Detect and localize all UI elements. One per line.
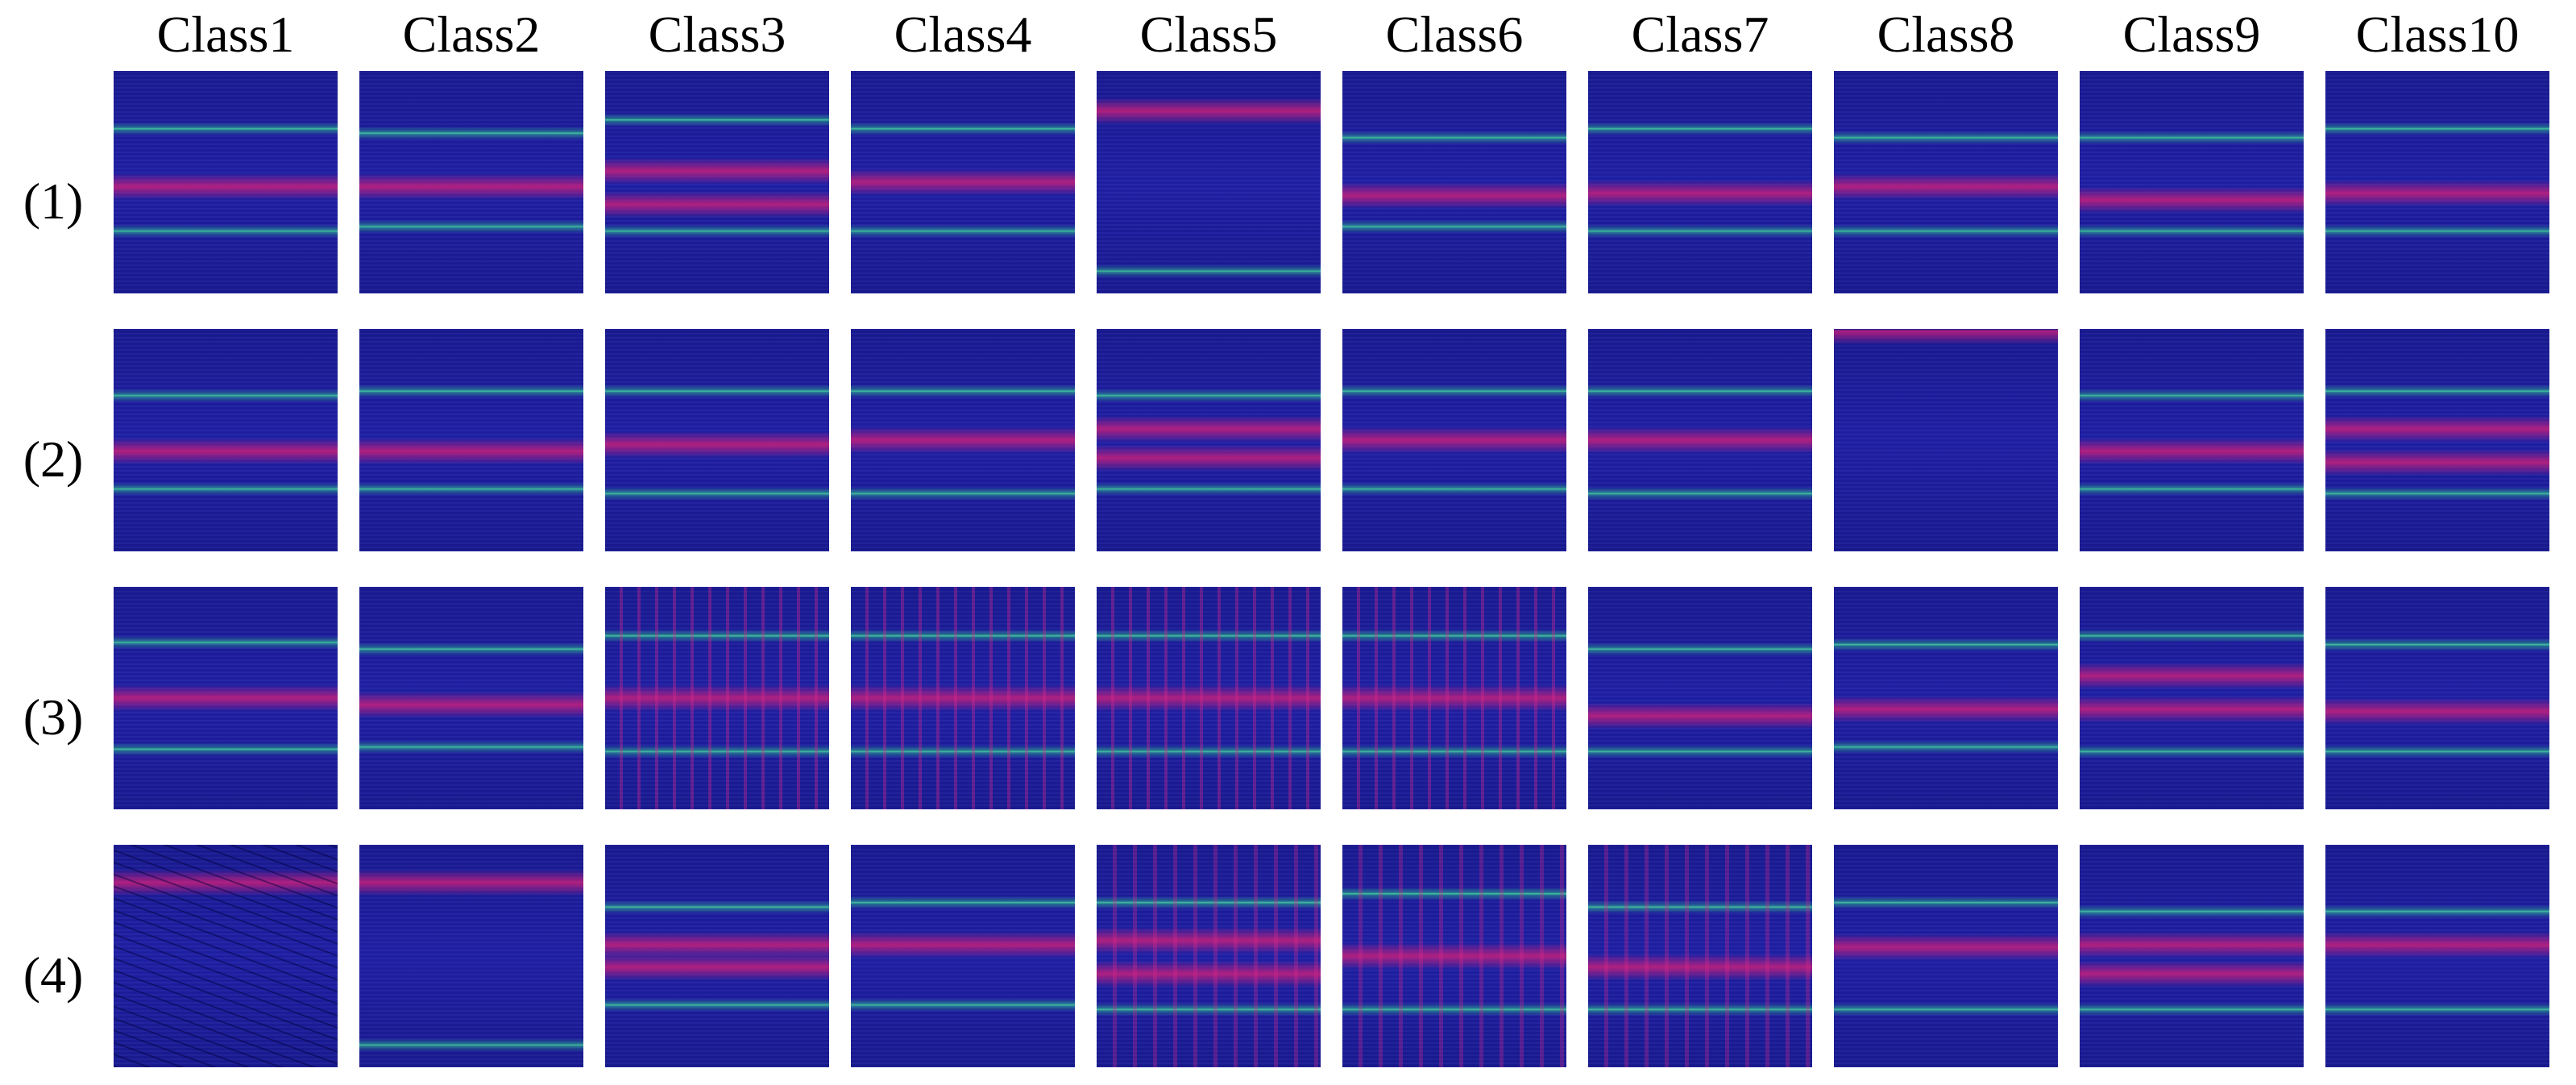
column-header-class8: Class8 xyxy=(1877,6,2015,63)
spectrogram-tile-r2-class4 xyxy=(851,329,1075,551)
spectrogram-tile-r3-class2 xyxy=(359,587,583,809)
spectrogram-tile-r2-class6 xyxy=(1342,329,1566,551)
spectrogram-tile-r2-class9 xyxy=(2080,329,2304,551)
column-header-class1: Class1 xyxy=(156,6,295,63)
column-header-class6: Class6 xyxy=(1385,6,1524,63)
spectrogram-tile-r4-class5 xyxy=(1097,845,1321,1067)
spectrogram-tile-r3-class1 xyxy=(114,587,338,809)
column-header-class2: Class2 xyxy=(402,6,541,63)
spectrogram-tile-r4-class2 xyxy=(359,845,583,1067)
spectrogram-tile-r4-class8 xyxy=(1834,845,2058,1067)
spectrogram-tile-r2-class10 xyxy=(2325,329,2549,551)
row-label-4: (4) xyxy=(23,946,84,1004)
spectrogram-tile-r2-class2 xyxy=(359,329,583,551)
spectrogram-tile-r2-class1 xyxy=(114,329,338,551)
spectrogram-tile-r1-class5 xyxy=(1097,71,1321,293)
column-header-class10: Class10 xyxy=(2355,6,2520,63)
spectrogram-tile-r4-class4 xyxy=(851,845,1075,1067)
row-label-1: (1) xyxy=(23,173,84,230)
spectrogram-tile-r4-class1 xyxy=(114,845,338,1067)
spectrogram-tile-r4-class6 xyxy=(1342,845,1566,1067)
row-label-2: (2) xyxy=(23,430,84,488)
spectrogram-tile-r3-class6 xyxy=(1342,587,1566,809)
spectrogram-tile-r3-class3 xyxy=(605,587,829,809)
spectrogram-tile-r3-class7 xyxy=(1588,587,1812,809)
spectrogram-tile-r1-class2 xyxy=(359,71,583,293)
spectrogram-tile-r1-class3 xyxy=(605,71,829,293)
spectrogram-tile-r1-class4 xyxy=(851,71,1075,293)
spectrogram-tile-r1-class6 xyxy=(1342,71,1566,293)
column-header-class5: Class5 xyxy=(1139,6,1278,63)
spectrogram-tile-r4-class9 xyxy=(2080,845,2304,1067)
column-header-class4: Class4 xyxy=(894,6,1032,63)
spectrogram-tile-r1-class7 xyxy=(1588,71,1812,293)
spectrogram-tile-r4-class10 xyxy=(2325,845,2549,1067)
spectrogram-tile-r1-class8 xyxy=(1834,71,2058,293)
spectrogram-tile-r4-class3 xyxy=(605,845,829,1067)
column-header-class3: Class3 xyxy=(648,6,786,63)
spectrogram-tile-r1-class9 xyxy=(2080,71,2304,293)
column-header-class7: Class7 xyxy=(1631,6,1769,63)
spectrogram-tile-r3-class8 xyxy=(1834,587,2058,809)
spectrogram-tile-r1-class10 xyxy=(2325,71,2549,293)
spectrogram-tile-r3-class10 xyxy=(2325,587,2549,809)
spectrogram-tile-r3-class9 xyxy=(2080,587,2304,809)
spectrogram-tile-r1-class1 xyxy=(114,71,338,293)
spectrogram-tile-r2-class8 xyxy=(1834,329,2058,551)
spectrogram-tile-r2-class7 xyxy=(1588,329,1812,551)
spectrogram-tile-r3-class5 xyxy=(1097,587,1321,809)
spectrogram-tile-r3-class4 xyxy=(851,587,1075,809)
column-header-class9: Class9 xyxy=(2122,6,2261,63)
spectrogram-tile-r2-class5 xyxy=(1097,329,1321,551)
spectrogram-tile-r2-class3 xyxy=(605,329,829,551)
row-label-3: (3) xyxy=(23,688,84,746)
spectrogram-tile-r4-class7 xyxy=(1588,845,1812,1067)
